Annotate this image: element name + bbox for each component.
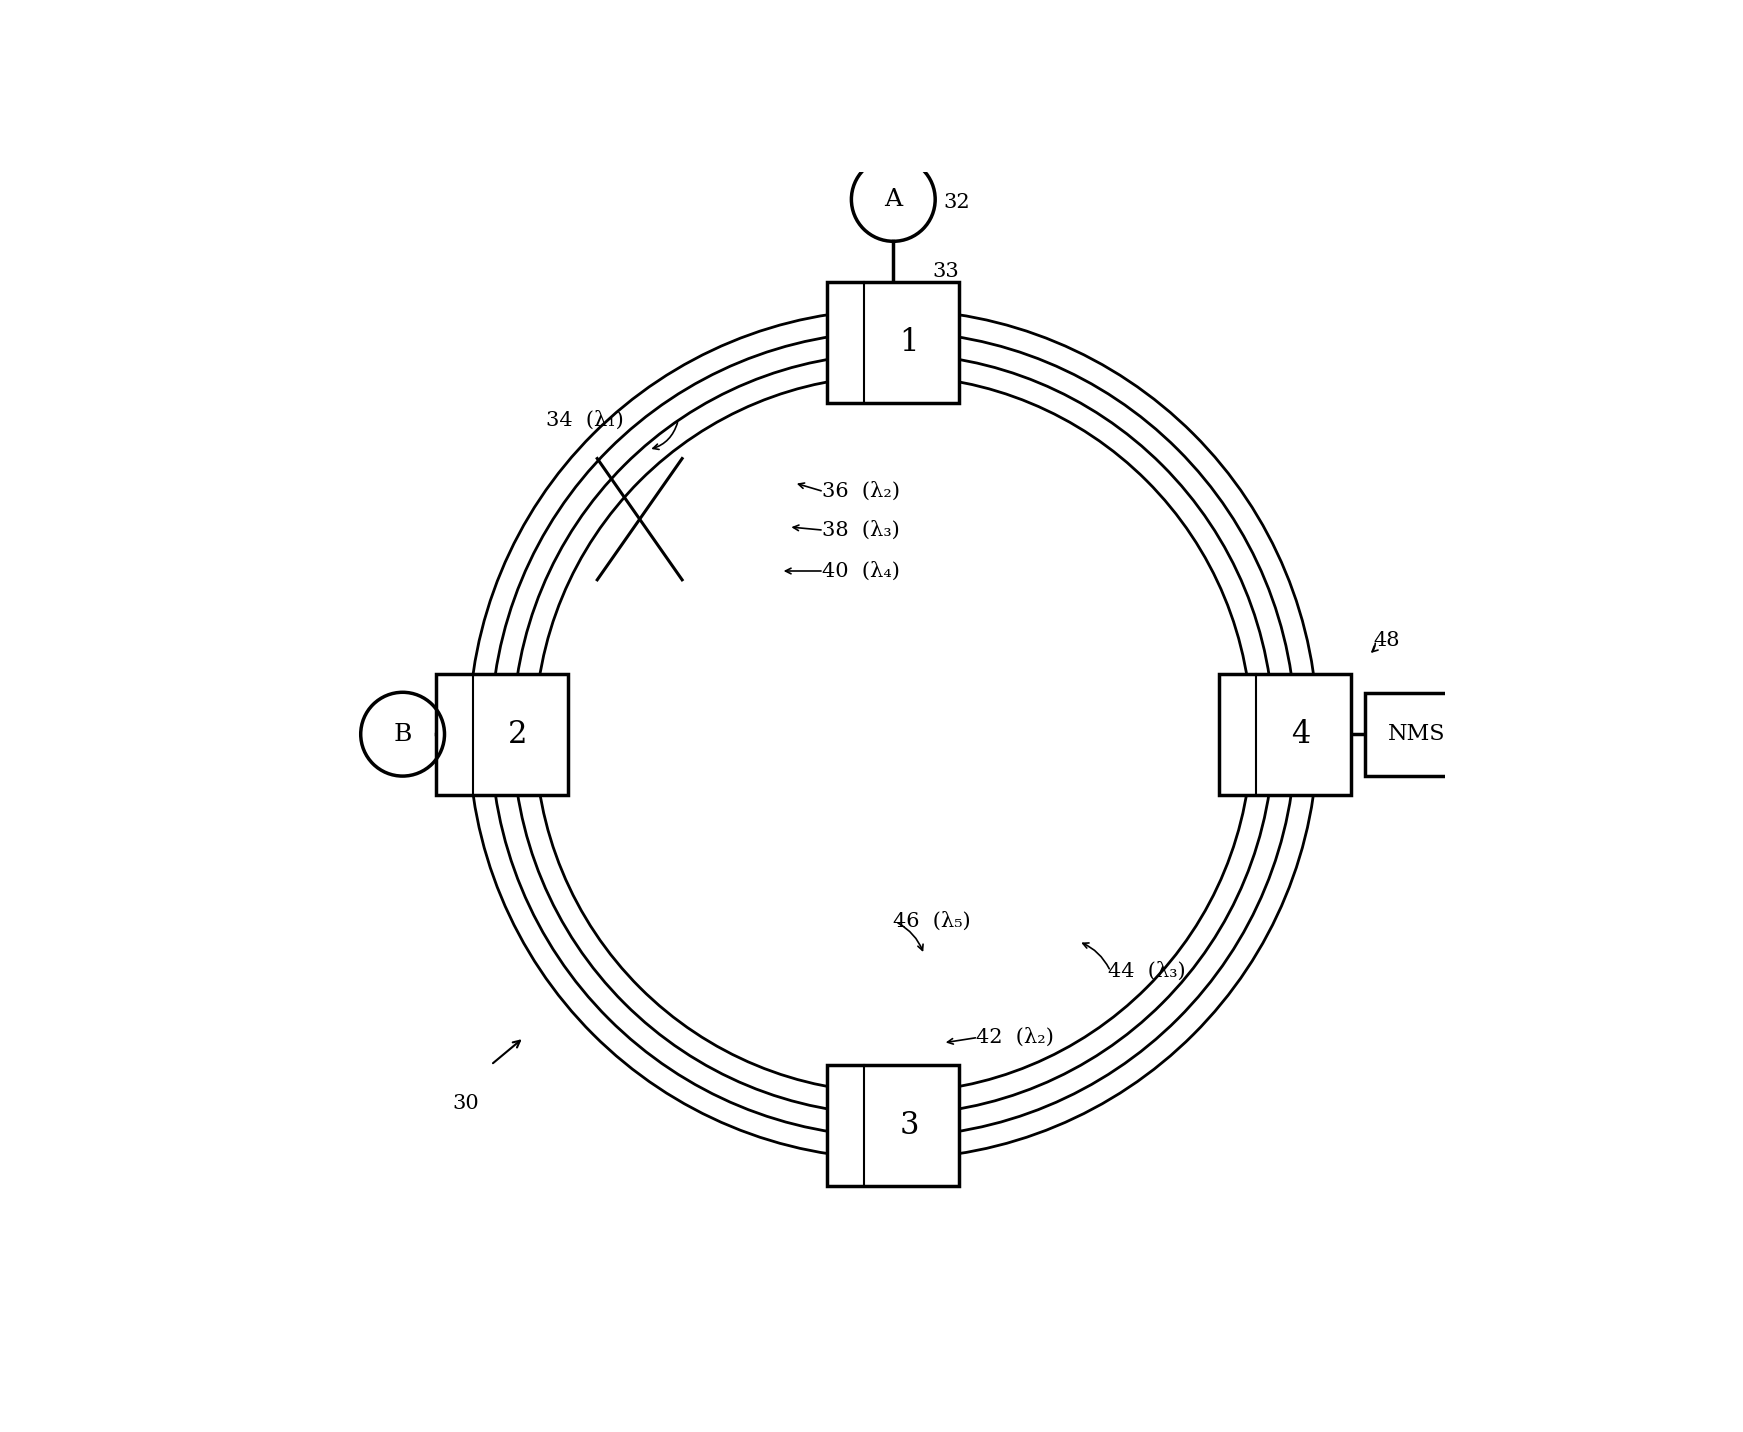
Text: 3: 3 bbox=[899, 1110, 919, 1141]
Text: 4: 4 bbox=[1292, 719, 1311, 750]
Bar bbox=[1218, 673, 1351, 795]
Bar bbox=[828, 282, 959, 404]
Text: 2: 2 bbox=[507, 719, 528, 750]
Bar bbox=[828, 1065, 959, 1186]
Text: 42  (λ₂): 42 (λ₂) bbox=[976, 1028, 1055, 1047]
Text: NMS: NMS bbox=[1387, 723, 1445, 745]
Text: 1: 1 bbox=[899, 328, 919, 358]
Text: 48: 48 bbox=[1373, 632, 1400, 650]
Text: 44  (λ₃): 44 (λ₃) bbox=[1109, 962, 1185, 981]
Text: 38  (λ₃): 38 (λ₃) bbox=[821, 521, 899, 540]
Text: 40  (λ₄): 40 (λ₄) bbox=[821, 561, 899, 580]
Text: A: A bbox=[884, 188, 903, 211]
Text: 46  (λ₅): 46 (λ₅) bbox=[892, 912, 971, 931]
Text: 34  (λ₁): 34 (λ₁) bbox=[546, 411, 624, 430]
Bar bbox=[1365, 693, 1469, 776]
Text: 32: 32 bbox=[943, 193, 969, 212]
Text: B: B bbox=[394, 723, 411, 746]
Bar bbox=[436, 673, 568, 795]
Text: 33: 33 bbox=[933, 262, 959, 281]
Text: 30: 30 bbox=[451, 1094, 479, 1113]
Text: 36  (λ₂): 36 (λ₂) bbox=[821, 483, 899, 501]
